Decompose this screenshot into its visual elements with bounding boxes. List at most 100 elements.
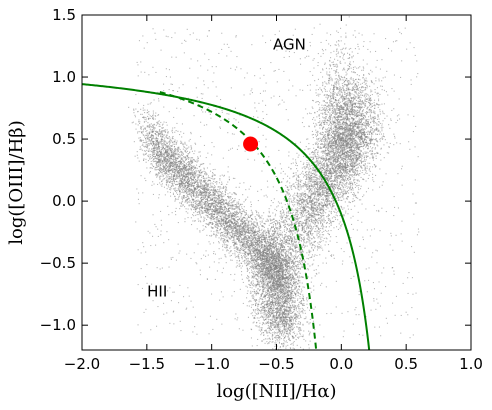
scatter-point: [161, 169, 163, 171]
scatter-point: [209, 191, 211, 193]
scatter-point: [228, 231, 230, 233]
scatter-point: [153, 136, 155, 138]
scatter-point: [139, 122, 141, 124]
scatter-point: [186, 158, 188, 160]
scatter-point: [278, 251, 280, 253]
scatter-point: [229, 222, 231, 224]
scatter-point: [157, 114, 159, 116]
scatter-point: [141, 131, 143, 133]
scatter-point: [228, 202, 230, 204]
scatter-point: [214, 196, 216, 198]
scatter-point: [250, 206, 252, 208]
scatter-point: [250, 214, 252, 216]
scatter-point: [192, 175, 194, 177]
scatter-point: [236, 249, 238, 251]
scatter-point: [166, 134, 168, 136]
scatter-point: [244, 238, 246, 240]
scatter-point: [165, 157, 167, 159]
scatter-point: [149, 139, 151, 141]
scatter-point: [256, 251, 258, 253]
scatter-point: [163, 158, 165, 160]
scatter-point: [261, 236, 263, 238]
scatter-point: [251, 287, 253, 289]
scatter-point: [264, 223, 266, 225]
scatter-point: [175, 162, 177, 164]
scatter-point: [219, 229, 221, 231]
scatter-point: [160, 158, 162, 160]
scatter-point: [170, 149, 172, 151]
scatter-point: [193, 175, 195, 177]
scatter-point: [205, 182, 207, 184]
scatter-point: [163, 143, 165, 145]
scatter-point: [248, 244, 250, 246]
scatter-point: [148, 126, 150, 128]
scatter-point: [174, 157, 176, 159]
scatter-point: [157, 151, 159, 153]
scatter-point: [265, 246, 267, 248]
scatter-point: [142, 129, 144, 131]
scatter-point: [204, 185, 206, 187]
scatter-point: [212, 191, 214, 193]
scatter-point: [182, 165, 184, 167]
scatter-point: [197, 178, 199, 180]
scatter-point: [182, 180, 184, 182]
scatter-point: [243, 243, 245, 245]
scatter-point: [218, 193, 220, 195]
scatter-point: [208, 209, 210, 211]
scatter-point: [160, 141, 162, 143]
scatter-point: [158, 155, 160, 157]
scatter-point: [217, 205, 219, 207]
scatter-point: [227, 203, 229, 205]
scatter-point: [197, 184, 199, 186]
scatter-point: [252, 230, 254, 232]
scatter-point: [159, 141, 161, 143]
scatter-point: [201, 210, 203, 212]
scatter-point: [165, 156, 167, 158]
scatter-point: [211, 195, 213, 197]
scatter-point: [258, 250, 260, 252]
scatter-point: [196, 188, 198, 190]
scatter-point: [237, 230, 239, 232]
scatter-point: [202, 163, 204, 165]
scatter-point: [142, 134, 144, 136]
scatter-point: [184, 178, 186, 180]
scatter-point: [228, 196, 230, 198]
scatter-point: [186, 176, 188, 178]
scatter-point: [247, 246, 249, 248]
scatter-point: [158, 125, 160, 127]
scatter-point: [180, 182, 182, 184]
scatter-point: [216, 214, 218, 216]
scatter-point: [204, 226, 206, 228]
scatter-point: [193, 194, 195, 196]
scatter-point: [218, 190, 220, 192]
scatter-point: [158, 167, 160, 169]
scatter-point: [267, 260, 269, 262]
scatter-point: [236, 205, 238, 207]
scatter-point: [152, 118, 154, 120]
scatter-point: [152, 140, 154, 142]
scatter-point: [200, 187, 202, 189]
scatter-point: [145, 141, 147, 143]
scatter-point: [183, 165, 185, 167]
scatter-point: [203, 187, 205, 189]
scatter-point: [213, 192, 215, 194]
scatter-point: [164, 160, 166, 162]
scatter-point: [255, 256, 257, 258]
scatter-point: [147, 146, 149, 148]
scatter-point: [217, 227, 219, 229]
scatter-point: [256, 257, 258, 259]
scatter-point: [196, 196, 198, 198]
scatter-point: [250, 239, 252, 241]
scatter-point: [194, 173, 196, 175]
scatter-point: [188, 146, 190, 148]
scatter-point: [237, 212, 239, 214]
scatter-point: [168, 111, 170, 113]
scatter-point: [166, 162, 168, 164]
scatter-point: [174, 148, 176, 150]
scatter-point: [205, 187, 207, 189]
scatter-point: [162, 161, 164, 163]
scatter-point: [192, 191, 194, 193]
scatter-point: [200, 216, 202, 218]
scatter-point: [236, 225, 238, 227]
scatter-point: [234, 222, 236, 224]
